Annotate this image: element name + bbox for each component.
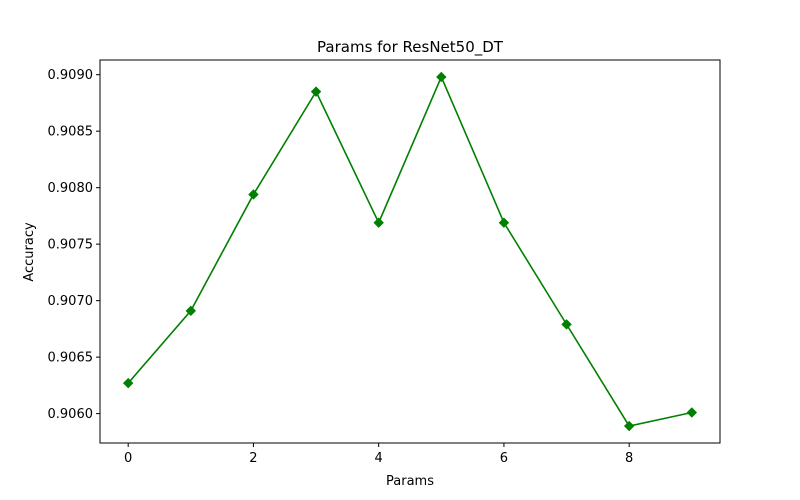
data-point-marker xyxy=(122,377,134,389)
x-axis-label: Params xyxy=(386,474,434,489)
y-tick-label: 0.9080 xyxy=(48,181,94,196)
data-point-marker xyxy=(310,86,322,97)
series-layer xyxy=(122,71,698,432)
y-tick-label: 0.9075 xyxy=(48,238,94,253)
series-line xyxy=(127,74,692,427)
chart-title: Params for ResNet50_DT xyxy=(317,38,504,57)
data-point-marker xyxy=(686,407,698,418)
y-tick-label: 0.9085 xyxy=(48,125,94,140)
x-tick-label: 0 xyxy=(124,451,132,466)
data-point-marker xyxy=(623,420,635,432)
x-tick-label: 6 xyxy=(500,451,508,466)
x-tick-label: 4 xyxy=(375,451,383,466)
data-point-marker xyxy=(373,217,384,228)
data-point-marker xyxy=(248,189,259,200)
data-point-marker xyxy=(436,71,447,83)
plot-area xyxy=(99,59,721,444)
y-axis-label: Accuracy xyxy=(22,222,37,282)
x-axis-ticks: 0 2 4 6 8 xyxy=(124,443,633,466)
y-axis-ticks: 0.9060 0.9065 0.9070 0.9075 0.9080 0.9085 0.90… xyxy=(48,68,100,422)
y-tick-label: 0.9090 xyxy=(48,68,94,83)
data-point-marker xyxy=(498,217,510,228)
x-tick-label: 8 xyxy=(625,451,633,466)
y-tick-label: 0.9060 xyxy=(48,407,94,422)
y-tick-label: 0.9065 xyxy=(48,351,94,366)
x-tick-label: 2 xyxy=(249,451,257,466)
data-point-marker xyxy=(185,305,197,317)
data-point-marker xyxy=(561,319,572,330)
y-tick-label: 0.9070 xyxy=(48,294,94,309)
